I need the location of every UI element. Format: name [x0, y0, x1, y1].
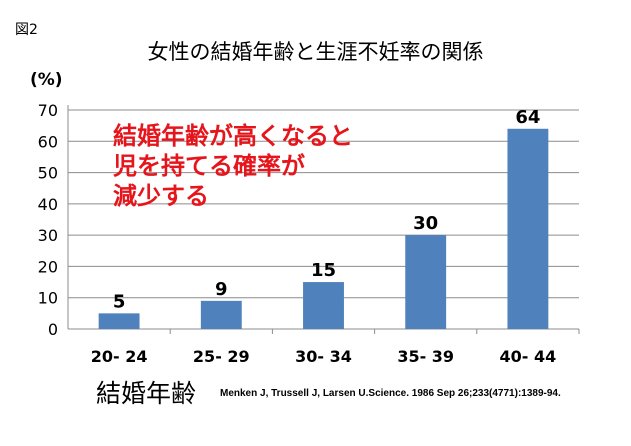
y-tick-label: 70 — [38, 101, 58, 120]
y-axis-unit: (%) — [30, 70, 63, 90]
x-tick-label: 25- 29 — [193, 347, 250, 366]
y-tick-label: 50 — [38, 164, 58, 183]
x-tick-label: 40- 44 — [500, 347, 557, 366]
y-tick-label: 0 — [48, 320, 58, 339]
chart-annotation: 結婚年齢が高くなると 児を持てる確率が 減少する — [113, 121, 353, 211]
data-label: 30 — [413, 213, 438, 234]
y-tick-label: 60 — [38, 132, 58, 151]
x-axis-title: 結婚年齢 — [96, 379, 197, 408]
citation: Menken J, Trussell J, Larsen U.Science. … — [220, 388, 561, 399]
x-tick-label: 20- 24 — [91, 347, 148, 366]
bar — [303, 282, 344, 329]
y-tick-label: 20 — [38, 257, 58, 276]
data-label: 15 — [311, 260, 336, 281]
bar — [507, 128, 549, 329]
data-label: 64 — [515, 107, 540, 128]
chart-title: 女性の結婚年齢と生涯不妊率の関係 — [147, 40, 484, 64]
bar — [98, 313, 140, 329]
figure-label: 図2 — [15, 22, 38, 38]
annotation-line: 児を持てる確率が — [113, 152, 305, 180]
y-tick-label: 10 — [38, 289, 58, 308]
data-label: 5 — [113, 291, 126, 312]
annotation-line: 減少する — [113, 182, 209, 210]
annotation-line: 結婚年齢が高くなると — [113, 122, 353, 150]
data-label: 9 — [215, 279, 228, 300]
x-tick-label: 35- 39 — [397, 347, 454, 366]
x-tick-label: 30- 34 — [295, 347, 352, 366]
bar — [200, 300, 242, 329]
bar — [405, 235, 447, 329]
y-tick-label: 40 — [38, 195, 58, 214]
y-tick-label: 30 — [38, 226, 58, 245]
